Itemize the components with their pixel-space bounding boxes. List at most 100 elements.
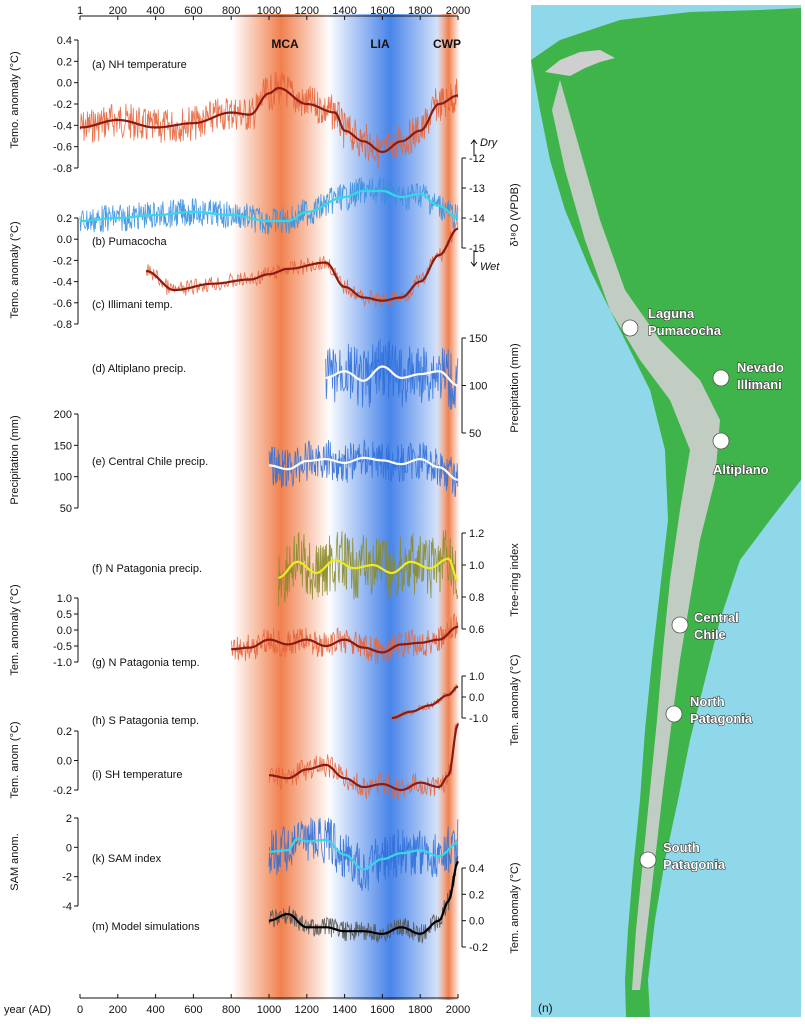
y-tick-label-a: -0.6 — [53, 142, 72, 154]
period-label-mca: MCA — [271, 37, 299, 51]
bottom-x-tick-label: 800 — [222, 1004, 240, 1016]
y-tick-label-a: 0.0 — [57, 78, 72, 90]
y-axis-title-m: Tem. anomaly (°C) — [509, 862, 521, 953]
top-x-tick-label: 800 — [222, 5, 240, 17]
panel-label-f: (f) N Patagonia precip. — [92, 563, 202, 575]
period-labels: MCA LIA CWP — [271, 37, 461, 51]
y-tick-label-b: -13 — [469, 183, 485, 195]
y-tick-label-g: -0.5 — [53, 641, 72, 653]
panel-label-i: (i) SH temperature — [92, 769, 182, 781]
y-axis-title-c: Temo. anomaly (°C) — [9, 221, 21, 318]
y-tick-label-i: 0.2 — [57, 726, 72, 738]
site-pumacocha-label: Laguna — [648, 306, 695, 321]
y-tick-label-g: 0.0 — [57, 625, 72, 637]
y-tick-label-e: 50 — [60, 503, 72, 515]
panel-labels: (a) NH temperature (b) Pumacocha (c) Illim… — [92, 59, 208, 933]
series-smooth-i — [269, 723, 460, 792]
site-illimani-marker — [712, 369, 730, 387]
y-tick-label-k: 0 — [66, 842, 72, 854]
y-tick-label-h: 0.0 — [469, 692, 484, 704]
site-central-chile-label: Central — [694, 610, 739, 625]
y-axis-title-e: Precipitation (mm) — [9, 415, 21, 504]
y-tick-label-a: -0.8 — [53, 163, 72, 175]
band-lia — [328, 14, 452, 1000]
band-cwp — [437, 14, 460, 1000]
top-x-tick-label: 2000 — [446, 5, 470, 17]
y-axis-title-d: Precipitation (mm) — [509, 343, 521, 432]
y-tick-label-e: 200 — [54, 409, 72, 421]
series-smooth-e — [268, 456, 459, 481]
x-axis-title: year (AD) — [4, 1004, 51, 1016]
series-raw-i — [268, 721, 459, 802]
series-smooth-a — [79, 86, 459, 154]
y-axis-title-f: Tree-ring index — [509, 543, 521, 617]
y-tick-label-m: 0.4 — [469, 863, 484, 875]
top-x-tick-label: 1600 — [370, 5, 394, 17]
bottom-x-tick-label: 400 — [146, 1004, 164, 1016]
site-altiplano-marker — [712, 432, 730, 450]
series-smooth-c — [145, 227, 459, 302]
series-raw-d — [325, 339, 459, 410]
y-tick-label-b: -14 — [469, 213, 485, 225]
panel-label-k: (k) SAM index — [92, 853, 162, 865]
site-north-patagonia-label: North — [690, 694, 725, 709]
top-x-tick-label: 1400 — [332, 5, 356, 17]
site-south-patagonia-label: Patagonia — [663, 857, 726, 872]
y-axis-title-g: Tem. anomaly (°C) — [9, 584, 21, 675]
y-axis-note-bottom-b: Wet — [480, 261, 500, 273]
site-central-chile-label: Chile — [694, 627, 726, 642]
y-tick-label-g: -1.0 — [53, 657, 72, 669]
y-tick-label-m: 0.0 — [469, 916, 484, 928]
map-andes — [552, 80, 720, 990]
y-tick-label-a: 0.2 — [57, 56, 72, 68]
map-panel-label: (n) — [538, 1001, 553, 1015]
top-x-tick-label: 1800 — [408, 5, 432, 17]
y-tick-label-k: 2 — [66, 813, 72, 825]
y-tick-label-a: -0.2 — [53, 99, 72, 111]
y-tick-label-e: 100 — [54, 472, 72, 484]
series-smooth-d — [325, 365, 459, 387]
bottom-x-tick-label: 200 — [109, 1004, 127, 1016]
site-south-patagonia-label: South — [663, 840, 700, 855]
bottom-x-tick-label: 1400 — [332, 1004, 356, 1016]
bottom-x-tick-label: 1800 — [408, 1004, 432, 1016]
top-x-tick-label: 1000 — [257, 5, 281, 17]
top-x-tick-label: 200 — [109, 5, 127, 17]
y-axes: 0.4 0.2 0.0 -0.2 -0.4 -0.6 -0.8 Temo. anomaly (… — [9, 35, 521, 954]
y-tick-label-d: 150 — [469, 333, 487, 345]
top-x-tick-label: 1200 — [295, 5, 319, 17]
y-tick-label-f: 0.8 — [469, 592, 484, 604]
y-tick-label-c: -0.2 — [53, 255, 72, 267]
panel-label-e: (e) Central Chile precip. — [92, 456, 208, 468]
series-layer — [79, 70, 460, 944]
site-illimani-label: Illimani — [737, 377, 782, 392]
series-smooth-m — [268, 860, 459, 935]
y-tick-label-d: 100 — [469, 381, 487, 393]
series-smooth-f — [278, 557, 459, 582]
period-bands — [232, 14, 460, 1000]
y-axis-note-top-b: Dry — [480, 137, 499, 149]
y-tick-label-c: -0.6 — [53, 298, 72, 310]
series-smooth-h — [391, 685, 459, 720]
y-axis-title-b: δ¹⁸O (VPDB) — [509, 183, 521, 246]
panel-label-a: (a) NH temperature — [92, 59, 187, 71]
panel-label-h: (h) S Patagonia temp. — [92, 715, 199, 727]
series-smooth-g — [231, 625, 459, 654]
site-south-patagonia-marker — [639, 851, 657, 869]
top-x-tick-label: 600 — [184, 5, 202, 17]
y-tick-label-i: 0.0 — [57, 756, 72, 768]
y-tick-label-m: 0.2 — [469, 889, 484, 901]
y-tick-label-d: 50 — [469, 428, 481, 440]
bottom-x-tick-label: 1200 — [295, 1004, 319, 1016]
panel-label-b: (b) Pumacocha — [92, 236, 167, 248]
site-altiplano-label: Altiplano — [713, 462, 769, 477]
dry-arrow — [470, 139, 478, 156]
panel-label-g: (g) N Patagonia temp. — [92, 657, 200, 669]
y-tick-label-b: -12 — [469, 153, 485, 165]
panel-label-d: (d) Altiplano precip. — [92, 363, 186, 375]
panel-label-c: (c) Illimani temp. — [92, 299, 173, 311]
y-tick-label-b: -15 — [469, 243, 485, 255]
map-panel: Laguna Pumacocha Nevado Illimani Altiplano Ce… — [531, 5, 801, 1017]
site-pumacocha-label: Pumacocha — [648, 323, 722, 338]
